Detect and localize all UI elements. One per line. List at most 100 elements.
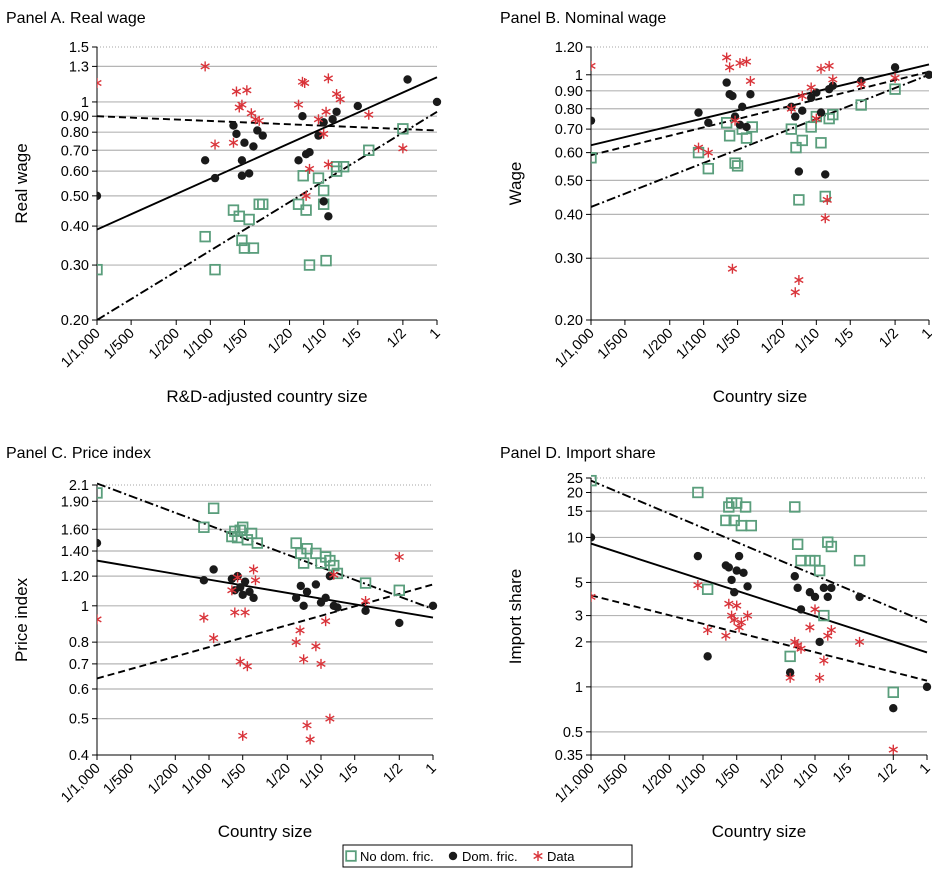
dom-fric-point-8 (240, 577, 250, 586)
data-point-8 (240, 607, 250, 618)
panel-title: Panel D. Import share (500, 445, 656, 462)
y-tick-label: 0.60 (61, 164, 89, 180)
data-point-6 (237, 99, 247, 110)
no-dom-fric-point-0 (97, 487, 103, 499)
data-point-12 (794, 275, 804, 286)
no-dom-fric-point-9 (245, 527, 258, 540)
no-dom-fric-point-12 (789, 501, 801, 513)
data-point-20 (828, 74, 838, 85)
y-tick-label: 0.50 (555, 173, 583, 189)
legend-item-2: Data (533, 849, 575, 864)
data-point-8 (741, 56, 752, 67)
plot-area (591, 52, 932, 298)
dom-fric-point-13 (299, 601, 308, 611)
plot-area (97, 61, 442, 320)
y-tick-label: 0.60 (555, 146, 583, 162)
dom-fric-point-22 (889, 703, 898, 713)
x-tick-label: 1/1,000 (552, 326, 598, 372)
dom-fric-point-1 (199, 576, 209, 585)
data-point-15 (811, 113, 822, 124)
x-tick-label: 1/2 (384, 326, 410, 352)
dom-fric-point-24 (432, 97, 442, 107)
dom-fric-point-17 (816, 108, 826, 117)
data-point-17 (311, 641, 321, 652)
y-axis-label: Real wage (12, 143, 31, 223)
data-point-7 (238, 730, 248, 741)
no-dom-fric-point-21 (359, 577, 372, 589)
data-point-5 (232, 572, 243, 583)
series-no-dom-fric (591, 474, 899, 698)
data-point-3 (721, 52, 732, 63)
dom-fric-point-5 (237, 171, 247, 180)
data-point-4 (724, 62, 735, 73)
y-tick-label: 3 (575, 609, 583, 625)
dom-fric-point-18 (319, 118, 328, 127)
no-dom-fric-point-10 (785, 123, 798, 135)
x-tick-label: 1/5 (339, 326, 365, 352)
x-tick-label: 1/5 (336, 761, 362, 787)
no-dom-fric-point-13 (297, 557, 310, 569)
no-dom-fric-point-14 (805, 121, 817, 133)
y-tick-label: 0.90 (555, 84, 583, 100)
data-point-15 (302, 720, 312, 731)
dom-fric-point-10 (253, 126, 262, 135)
y-tick-label: 0.7 (69, 657, 89, 673)
y-tick-label: 1.3 (69, 59, 89, 75)
data-point-15 (304, 163, 315, 174)
dom-fric-point-18 (819, 583, 829, 593)
data-point-0 (591, 60, 596, 71)
x-tick-label: 1/2 (381, 761, 407, 787)
dom-fric-point-21 (332, 107, 341, 116)
x-tick-label: 1/20 (265, 326, 296, 357)
legend-label: Data (547, 849, 575, 864)
dom-fric-point-20 (827, 583, 836, 593)
panel-c: Panel C. Price index 0.4 0.5 0.6 0.7 0.8 1 1.20… (6, 445, 440, 841)
no-dom-fric-point-11 (784, 650, 796, 663)
dom-fric-point-6 (236, 583, 245, 592)
dom-fric-point-9 (742, 122, 751, 132)
dom-fric-point-11 (291, 593, 301, 603)
x-tick-label: 1/10 (791, 761, 822, 792)
data-point-17 (814, 672, 825, 683)
x-tick-label: 1/500 (595, 326, 632, 363)
dom-fric-point-8 (738, 102, 747, 112)
y-tick-label: 1.5 (69, 40, 89, 56)
dom-fric-point-7 (238, 590, 247, 599)
legend-item-1: Dom. fric. (448, 849, 518, 864)
x-tick-label: 1/2 (876, 326, 902, 352)
no-dom-fric-point-22 (393, 584, 405, 596)
dom-fric-point-9 (739, 568, 748, 578)
y-tick-label: 1.20 (555, 40, 583, 56)
data-point-21 (329, 569, 339, 580)
no-dom-fric-point-0 (591, 474, 597, 487)
data-point-21 (854, 636, 865, 647)
y-tick-label: 0.20 (555, 313, 583, 329)
x-tick-label: 1/50 (713, 326, 744, 357)
dom-fric-point-0 (97, 538, 102, 548)
dom-fric-point-22 (353, 101, 362, 111)
no-dom-fric-point-legend (345, 850, 357, 862)
dom-fric-point-5 (727, 575, 736, 585)
x-tick-label: 1/100 (179, 761, 216, 798)
data-point-2 (702, 625, 713, 636)
dom-fric-point-8 (734, 551, 744, 561)
series-data (97, 61, 408, 201)
y-tick-label: 0.50 (61, 189, 89, 205)
dom-fric-point-8 (244, 169, 254, 178)
dom-fric-point-7 (732, 566, 741, 575)
x-tick-label: 1/50 (218, 761, 249, 792)
data-point-12 (291, 637, 301, 648)
dom-fric-point-9 (249, 142, 258, 151)
y-tick-label: 15 (567, 504, 583, 520)
dom-fric-point-19 (823, 592, 832, 602)
y-tick-label: 0.35 (555, 748, 583, 764)
dom-fric-point-23 (428, 601, 438, 611)
fit-line-dash-dot (591, 479, 928, 624)
dom-fric-point-2 (209, 565, 218, 574)
x-tick-label: 1/10 (792, 326, 823, 357)
data-point-1 (199, 612, 209, 623)
data-point-15 (805, 622, 815, 633)
data-point-18 (819, 655, 829, 666)
no-dom-fric-point-9 (739, 501, 752, 513)
no-dom-fric-point-3 (720, 514, 732, 527)
